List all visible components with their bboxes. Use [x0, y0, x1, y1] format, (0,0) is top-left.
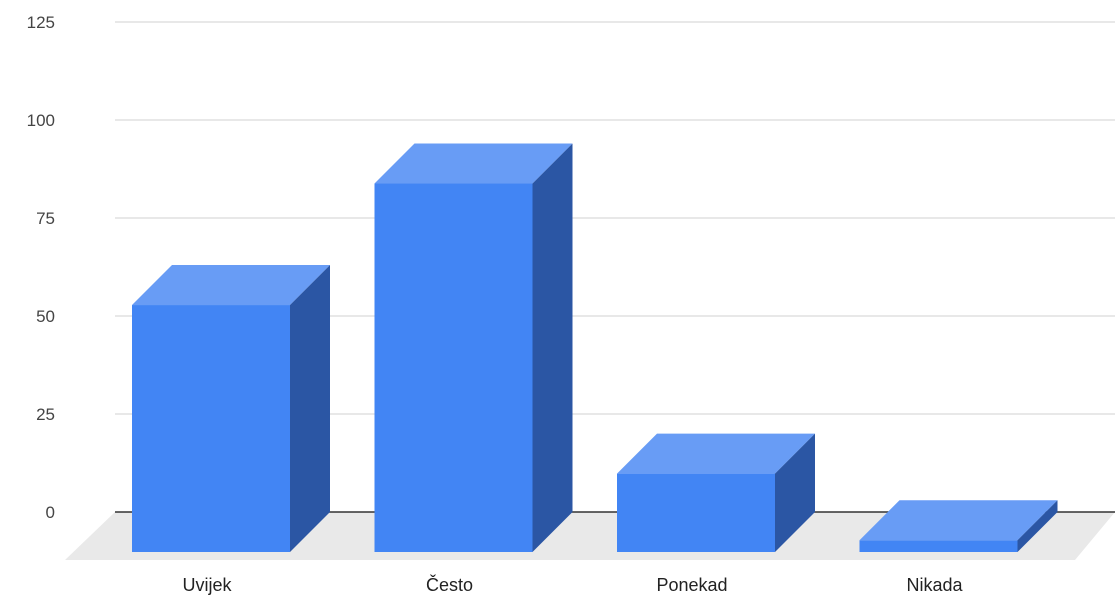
bar: [617, 433, 815, 552]
bar: [374, 143, 573, 552]
y-axis: 0 25 50 75 100 125: [27, 13, 55, 522]
bar-side-face: [532, 143, 573, 552]
bar-front-face: [859, 540, 1018, 552]
bar: [859, 500, 1058, 552]
x-category-label: Često: [426, 574, 473, 595]
x-category-label: Nikada: [906, 575, 963, 595]
y-tick-label: 25: [36, 405, 55, 424]
y-tick-label: 50: [36, 307, 55, 326]
bar-side-face: [1017, 500, 1058, 552]
y-tick-label: 75: [36, 209, 55, 228]
bar-side-face: [290, 265, 330, 552]
y-tick-label: 125: [27, 13, 55, 32]
y-tick-label: 0: [46, 503, 55, 522]
bar-front-face: [374, 183, 533, 552]
bar: [132, 265, 330, 552]
x-category-label: Uvijek: [182, 575, 232, 595]
bar-front-face: [132, 305, 290, 552]
bar-top-face: [132, 265, 330, 306]
x-category-label: Ponekad: [656, 575, 727, 595]
bar-front-face: [617, 473, 775, 552]
y-tick-label: 100: [27, 111, 55, 130]
x-axis: Uvijek Često Ponekad Nikada: [182, 574, 963, 595]
bars: [132, 143, 1058, 552]
gridlines: [115, 21, 1115, 513]
bar-top-face: [374, 143, 573, 184]
chart-floor: [65, 512, 1115, 560]
bar-top-face: [617, 433, 815, 474]
bar-top-face: [859, 500, 1058, 541]
floor-plane: [65, 512, 1115, 560]
bar-side-face: [775, 433, 815, 552]
